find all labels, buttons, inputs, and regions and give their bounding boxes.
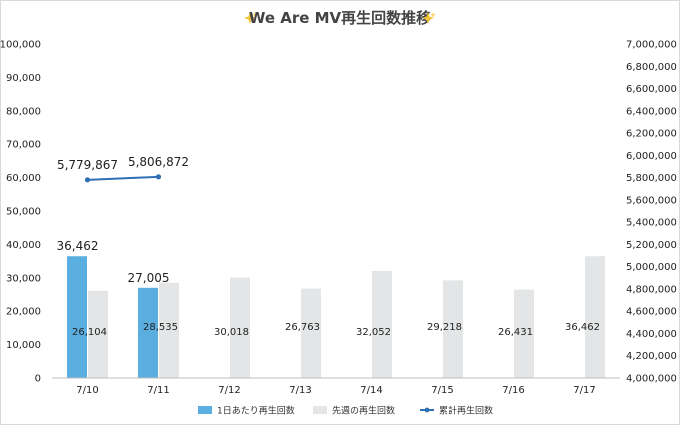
right-axis-tick-label: 5,600,000 xyxy=(626,195,677,206)
left-axis-tick-label: 70,000 xyxy=(6,140,41,151)
left-axis: 0 10,000 20,000 30,000 40,000 50,000 60,000 70,… xyxy=(0,40,41,385)
right-axis-tick-label: 5,400,000 xyxy=(626,218,677,229)
x-axis-tick-label: 7/16 xyxy=(502,385,524,396)
chart-title-group: We Are MV再生回数推移 xyxy=(244,9,436,27)
legend-cumulative-views-swatch-marker xyxy=(424,407,430,413)
line-layer xyxy=(84,174,162,183)
right-axis-tick-label: 6,200,000 xyxy=(626,129,677,140)
bars-layer xyxy=(67,256,605,378)
cumulative-views-point xyxy=(84,177,91,183)
x-axis-tick-label: 7/11 xyxy=(147,385,169,396)
daily-views-bar xyxy=(67,256,87,378)
last-week-views-data-label: 26,763 xyxy=(285,322,320,333)
right-axis-tick-label: 5,200,000 xyxy=(626,240,677,251)
legend-daily-views-label: 1日あたり再生回数 xyxy=(217,405,295,417)
daily-views-data-label: 36,462 xyxy=(57,239,99,253)
x-axis: 7/10 7/11 7/12 7/13 7/14 7/15 7/16 7/17 xyxy=(76,385,595,396)
legend-daily-views-swatch xyxy=(198,406,212,414)
last-week-views-data-label: 32,052 xyxy=(356,327,391,338)
x-axis-tick-label: 7/17 xyxy=(573,385,595,396)
legend-last-week-views-label: 先週の再生回数 xyxy=(332,405,395,417)
x-axis-tick-label: 7/13 xyxy=(289,385,311,396)
last-week-views-data-label: 26,431 xyxy=(498,327,533,338)
legend: 1日あたり再生回数 先週の再生回数 累計再生回数 xyxy=(198,405,493,417)
left-axis-tick-label: 60,000 xyxy=(6,173,41,184)
left-axis-tick-label: 90,000 xyxy=(6,73,41,84)
left-axis-tick-label: 10,000 xyxy=(6,340,41,351)
last-week-views-data-label: 26,104 xyxy=(72,327,107,338)
right-axis-tick-label: 5,000,000 xyxy=(626,262,677,273)
last-week-views-bar xyxy=(372,270,392,378)
last-week-views-bar xyxy=(585,256,605,378)
x-axis-tick-label: 7/10 xyxy=(76,385,98,396)
last-week-views-data-label: 36,462 xyxy=(565,322,600,333)
right-axis-tick-label: 6,000,000 xyxy=(626,151,677,162)
last-week-views-bar xyxy=(159,282,179,378)
right-axis-tick-label: 4,400,000 xyxy=(626,329,677,340)
last-week-views-data-label: 29,218 xyxy=(427,322,462,333)
left-axis-tick-label: 30,000 xyxy=(6,273,41,284)
right-axis-tick-label: 4,200,000 xyxy=(626,351,677,362)
right-axis-tick-label: 6,800,000 xyxy=(626,62,677,73)
x-axis-tick-label: 7/15 xyxy=(431,385,453,396)
daily-views-data-label: 27,005 xyxy=(128,271,170,285)
data-labels-layer: 36,462 27,005 26,104 28,535 30,018 26,763 32,0… xyxy=(57,155,601,338)
last-week-views-bar xyxy=(443,280,463,378)
right-axis-tick-label: 4,600,000 xyxy=(626,307,677,318)
sparkle-icon-left xyxy=(244,12,258,24)
left-axis-tick-label: 50,000 xyxy=(6,207,41,218)
cumulative-views-line xyxy=(87,175,159,181)
daily-views-bar xyxy=(138,287,158,378)
right-axis-tick-label: 6,600,000 xyxy=(626,84,677,95)
x-axis-tick-label: 7/12 xyxy=(218,385,240,396)
last-week-views-bar xyxy=(301,288,321,378)
cumulative-views-data-label: 5,806,872 xyxy=(128,155,189,169)
right-axis-tick-label: 4,800,000 xyxy=(626,284,677,295)
left-axis-tick-label: 20,000 xyxy=(6,307,41,318)
last-week-views-data-label: 28,535 xyxy=(143,322,178,333)
last-week-views-bar xyxy=(230,277,250,378)
last-week-views-bar xyxy=(88,290,108,378)
x-axis-tick-label: 7/14 xyxy=(360,385,382,396)
legend-cumulative-views-label: 累計再生回数 xyxy=(439,405,493,417)
right-axis-tick-label: 6,400,000 xyxy=(626,106,677,117)
left-axis-tick-label: 100,000 xyxy=(0,40,41,51)
right-axis-tick-label: 7,000,000 xyxy=(626,40,677,51)
right-axis-tick-label: 4,000,000 xyxy=(626,374,677,385)
chart-title: We Are MV再生回数推移 xyxy=(249,9,431,27)
right-axis-tick-label: 5,800,000 xyxy=(626,173,677,184)
left-axis-tick-label: 80,000 xyxy=(6,106,41,117)
left-axis-tick-label: 0 xyxy=(35,374,41,385)
left-axis-tick-label: 40,000 xyxy=(6,240,41,251)
cumulative-views-data-label: 5,779,867 xyxy=(57,158,118,172)
last-week-views-data-label: 30,018 xyxy=(214,327,249,338)
last-week-views-bar xyxy=(514,289,534,378)
right-axis: 4,000,000 4,200,000 4,400,000 4,600,000 4,80… xyxy=(626,40,677,385)
cumulative-views-point xyxy=(155,174,162,180)
sparkle-icon-right xyxy=(422,12,436,24)
legend-last-week-views-swatch xyxy=(313,406,327,414)
